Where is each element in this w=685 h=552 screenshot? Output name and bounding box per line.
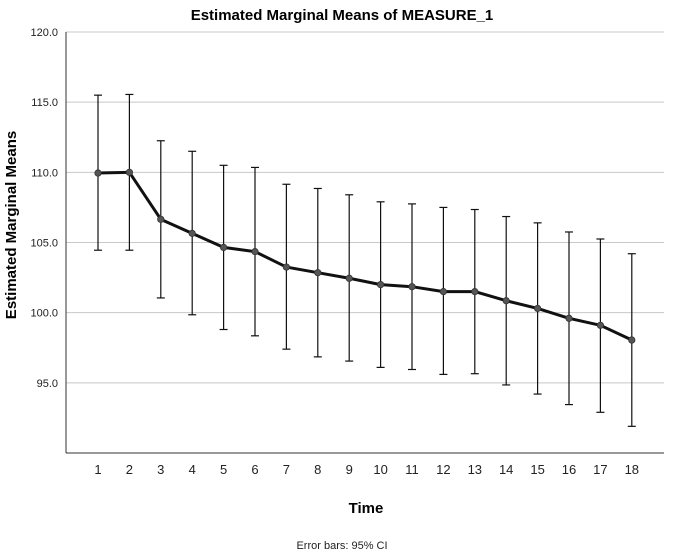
data-point bbox=[565, 314, 573, 322]
y-tick-label: 100.0 bbox=[30, 308, 58, 320]
data-point bbox=[282, 263, 290, 271]
series-line bbox=[97, 170, 633, 342]
x-tick-label: 12 bbox=[436, 462, 450, 477]
data-point bbox=[533, 304, 542, 313]
data-point bbox=[125, 168, 133, 176]
data-point bbox=[471, 288, 479, 296]
x-tick-label: 2 bbox=[126, 462, 133, 477]
x-tick-label: 6 bbox=[251, 462, 258, 477]
x-tick-label: 7 bbox=[283, 462, 290, 477]
data-point bbox=[408, 283, 416, 291]
x-tick-label: 15 bbox=[530, 462, 544, 477]
x-tick-labels: 1 2 3 4 5 6 7 8 9 10 11 12 13 14 15 16 17 18 bbox=[94, 462, 639, 477]
data-point bbox=[628, 336, 636, 344]
data-point bbox=[220, 243, 228, 252]
data-point bbox=[94, 169, 102, 177]
x-axis-title: Time bbox=[349, 500, 384, 517]
data-point bbox=[251, 248, 259, 256]
x-tick-label: 17 bbox=[593, 462, 607, 477]
x-tick-label: 10 bbox=[373, 462, 387, 477]
series-line-layer bbox=[97, 170, 633, 342]
y-tick-label: 120.0 bbox=[30, 27, 58, 39]
x-tick-label: 9 bbox=[346, 462, 353, 477]
x-tick-label: 14 bbox=[499, 462, 513, 477]
error-bars-footnote: Error bars: 95% CI bbox=[296, 540, 387, 552]
x-tick-label: 1 bbox=[94, 462, 101, 477]
y-tick-label: 95.0 bbox=[37, 378, 58, 390]
data-point bbox=[439, 288, 447, 296]
y-tick-label: 115.0 bbox=[31, 97, 58, 109]
x-tick-label: 11 bbox=[405, 462, 419, 477]
data-point bbox=[596, 321, 605, 329]
data-point bbox=[345, 274, 353, 282]
y-tick-label: 110.0 bbox=[31, 167, 58, 179]
x-tick-label: 18 bbox=[625, 462, 639, 477]
data-point bbox=[314, 269, 322, 277]
grid-lines bbox=[66, 31, 664, 384]
y-tick-label: 105.0 bbox=[30, 238, 58, 250]
data-point bbox=[157, 215, 165, 223]
x-tick-label: 4 bbox=[189, 462, 196, 477]
x-tick-label: 16 bbox=[562, 462, 576, 477]
x-tick-label: 3 bbox=[157, 462, 164, 477]
data-point bbox=[502, 297, 510, 305]
data-point bbox=[376, 280, 385, 289]
error-bars bbox=[94, 93, 636, 427]
x-tick-label: 13 bbox=[468, 462, 482, 477]
data-point bbox=[188, 229, 196, 237]
x-tick-label: 8 bbox=[314, 462, 321, 477]
x-tick-label: 5 bbox=[220, 462, 227, 477]
y-tick-labels: 95.0 100.0 105.0 110.0 115.0 120.0 bbox=[30, 27, 58, 390]
data-points bbox=[94, 168, 636, 344]
y-axis-title: Estimated Marginal Means bbox=[3, 131, 20, 319]
chart-title: Estimated Marginal Means of MEASURE_1 bbox=[191, 7, 494, 24]
axes bbox=[65, 32, 664, 454]
